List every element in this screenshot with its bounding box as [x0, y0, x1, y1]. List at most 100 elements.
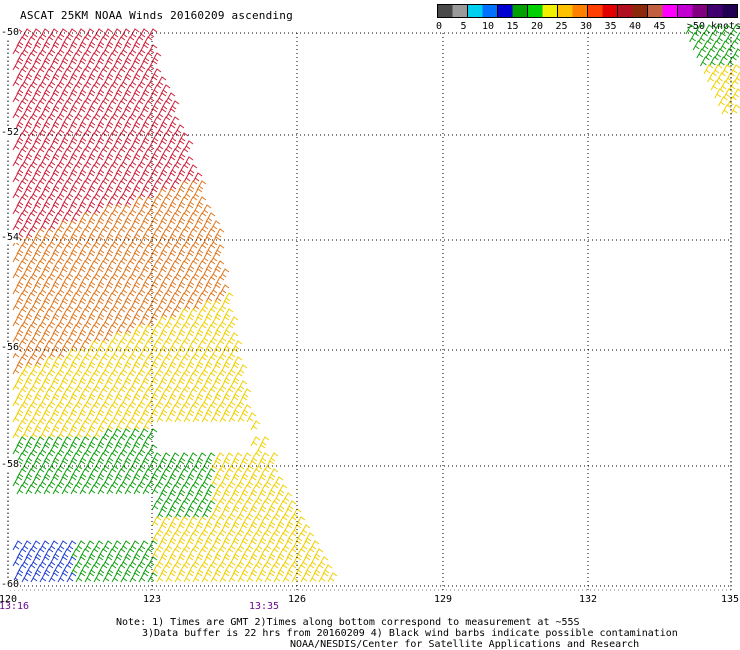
wind-barb [169, 132, 180, 143]
wind-barb [250, 420, 261, 431]
wind-barb [156, 460, 167, 471]
wind-barb [120, 108, 131, 119]
wind-barb [106, 164, 117, 175]
wind-barb [30, 348, 41, 359]
wind-barb [133, 52, 144, 63]
wind-barb [93, 364, 104, 375]
wind-barb [97, 340, 108, 351]
wind-barb [165, 524, 176, 535]
wind-barb [84, 556, 95, 567]
wind-barb [48, 44, 59, 55]
wind-barb [214, 404, 225, 415]
wind-barb [39, 428, 50, 439]
wind-barb [210, 364, 221, 375]
wind-barb [84, 60, 95, 71]
time-label-mid: 13:35 [248, 601, 280, 612]
wind-barb [183, 300, 194, 311]
wind-barb [30, 316, 41, 327]
wind-barb [30, 364, 41, 375]
wind-barb [124, 244, 135, 255]
wind-barb [57, 300, 68, 311]
wind-barb [160, 292, 171, 303]
wind-barb [21, 28, 32, 39]
wind-barb [120, 460, 131, 471]
wind-barb [21, 44, 32, 55]
wind-barb [241, 452, 252, 463]
wind-barb [133, 244, 144, 255]
wind-barb [147, 444, 158, 455]
wind-barb [129, 316, 140, 327]
wind-barb [183, 364, 194, 375]
wind-barb [102, 572, 113, 583]
wind-barb [165, 540, 176, 551]
wind-barb [93, 60, 104, 71]
wind-barb [214, 500, 225, 511]
wind-barb [111, 188, 122, 199]
wind-barb [106, 484, 117, 495]
wind-barb [61, 132, 72, 143]
wind-barb [124, 372, 135, 383]
wind-barb [93, 572, 104, 583]
wind-barb [264, 492, 275, 503]
wind-barb [147, 60, 158, 71]
wind-barb [30, 300, 41, 311]
wind-barb [120, 428, 131, 439]
wind-barb [75, 460, 86, 471]
wind-barb [75, 476, 86, 487]
wind-barb [97, 132, 108, 143]
wind-barb [120, 316, 131, 327]
scale-label: 35 [604, 21, 617, 32]
wind-barb [70, 164, 81, 175]
wind-barb [61, 484, 72, 495]
wind-barb [228, 556, 239, 567]
wind-barb [102, 332, 113, 343]
wind-barb [129, 108, 140, 119]
wind-barb [129, 412, 140, 423]
wind-barb [129, 188, 140, 199]
wind-barb [70, 356, 81, 367]
wind-barb [52, 180, 63, 191]
wind-barb [223, 324, 234, 335]
wind-barb [205, 276, 216, 287]
wind-barb [97, 68, 108, 79]
wind-barb [39, 476, 50, 487]
wind-barb [192, 364, 203, 375]
wind-barb [232, 340, 243, 351]
wind-barb [228, 380, 239, 391]
wind-barb [25, 68, 36, 79]
wind-barb [97, 260, 108, 271]
wind-barb [178, 260, 189, 271]
wind-barb [93, 188, 104, 199]
wind-barb [142, 292, 153, 303]
wind-barb [48, 76, 59, 87]
wind-barb [223, 292, 234, 303]
wind-barb [16, 420, 27, 431]
wind-barb [124, 324, 135, 335]
wind-barb [12, 188, 23, 199]
wind-barb [111, 572, 122, 583]
wind-barb [169, 356, 180, 367]
wind-barb [120, 236, 131, 247]
wind-barb [70, 372, 81, 383]
wind-barb [156, 108, 167, 119]
wind-barb [70, 420, 81, 431]
wind-barb [61, 84, 72, 95]
wind-barb [30, 444, 41, 455]
wind-barb [12, 60, 23, 71]
wind-barb [165, 476, 176, 487]
wind-barb [723, 88, 734, 99]
wind-barb [124, 404, 135, 415]
wind-barb [187, 324, 198, 335]
wind-barb [66, 172, 77, 183]
wind-barb [102, 60, 113, 71]
wind-barb [88, 436, 99, 447]
wind-barb [169, 148, 180, 159]
wind-barb [169, 564, 180, 575]
wind-barb [133, 356, 144, 367]
wind-barb [147, 540, 158, 551]
wind-barb [25, 356, 36, 367]
wind-barb [39, 284, 50, 295]
wind-barb [147, 44, 158, 55]
wind-barb [133, 84, 144, 95]
wind-barb [66, 204, 77, 215]
